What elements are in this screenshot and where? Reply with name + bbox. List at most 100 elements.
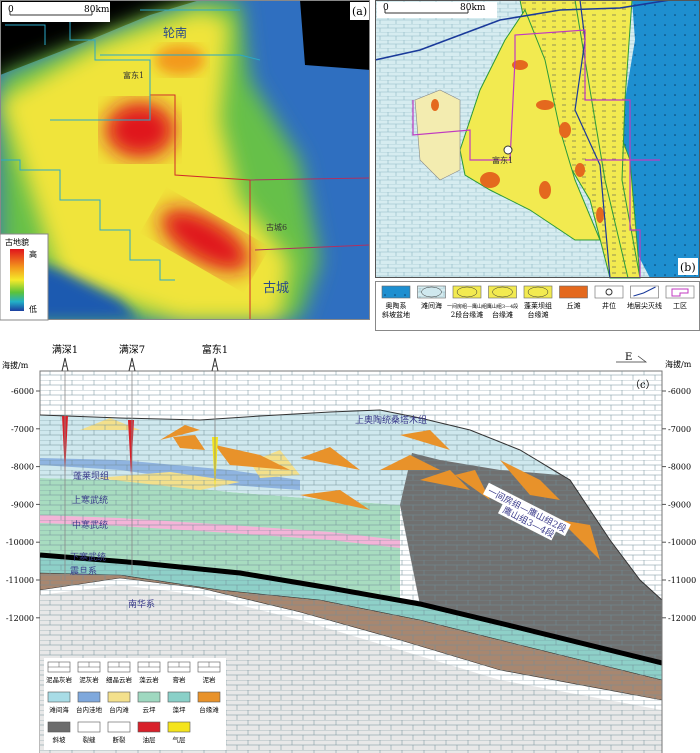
panel-a-frame [0,0,370,320]
lith-legend-item: 台内洼地 [76,691,103,714]
legend-high: 高 [29,249,37,259]
derrick-icon [128,357,136,372]
well-name: 满深1 [52,344,78,356]
mound-shoal-swatch [559,285,588,299]
legend-label: 丘滩 [567,301,581,310]
panel-b-facies-map [374,0,700,279]
tick-label-right: -8000 [668,463,691,472]
legend-label: 工区 [673,302,687,310]
lith-swatch [77,721,101,733]
lith-swatch [107,721,131,733]
unit-nanhua: 南华系 [128,598,155,610]
lith-label: 台内洼地 [76,705,103,714]
legend-label: 井位 [602,301,616,310]
legend-low: 低 [29,304,37,314]
tick-label-left: -8000 [11,463,34,472]
lith-label: 泥灰岩 [79,675,99,684]
scale-start-b: 0 [383,3,389,13]
legend-label: 奥陶系 [386,301,407,310]
lith-label: 泥岩 [203,675,217,684]
legend-label: 滩间海 [421,301,442,310]
legend-item-work-area-icon: 工区 [665,285,695,310]
panel-c-label: （c） [630,379,656,391]
scale-bar-a [2,2,110,22]
lith-label: 台缘滩 [199,705,219,714]
lith-label: 断裂 [113,735,127,744]
panel-a-paleogeomorphology-map [1,1,369,319]
lith-swatch [77,691,101,703]
place-gucheng: 古城 [263,281,289,296]
lith-legend-item: 藻坪 [167,691,191,714]
lith-label: 滩间海 [49,705,69,714]
lith-swatch [47,691,71,703]
tick-label-right: -11000 [668,576,696,585]
derrick-icon [61,357,69,372]
well-marker [503,145,513,155]
place-gucheng6: 古城6 [266,222,287,232]
lith-label: 泥晶灰岩 [46,675,73,684]
tick-label-left: -6000 [11,387,34,396]
lith-legend-item: 油层 [137,721,161,744]
scale-end-a: 80km [84,5,110,15]
lith-legend-item: 细晶云岩 [106,661,133,684]
scale-start-a: 0 [8,5,14,15]
lith-legend-item: 台内滩 [107,691,131,714]
direction-arrow-icon [616,355,648,363]
well-3: 富东1 [202,343,228,480]
lith-label: 斜坡 [53,735,67,744]
direction-label: E [625,352,632,363]
well-name: 满深7 [119,344,145,356]
legend-label: 地层尖灭线 [627,301,662,310]
legend-label: 蓬莱坝组 [524,301,552,310]
pinchout-line [374,0,671,61]
lith-legend-item: 泥晶灰岩 [46,661,73,684]
lith-swatch [47,721,71,733]
lith-label: 裂缝 [83,735,97,744]
derrick-icon [211,357,219,372]
tick-label-left: -9000 [11,500,34,509]
lith-legend-item: 藻云岩 [137,661,161,684]
well-label-fudong1: 富东1 [492,155,513,165]
unit-middle-cambrian: 中寒武统 [72,519,108,531]
color-ramp [10,249,24,311]
tick-label-left: -11000 [6,576,34,585]
panel-a-label: (a) [352,5,367,18]
unit-penglaiba: 蓬莱坝组 [73,470,109,482]
lith-label: 云坪 [143,706,157,714]
unit-lower-cambrian: 下寒武统 [70,551,106,563]
lith-label: 气层 [173,735,187,744]
lith-legend-item: 斜坡 [47,721,71,744]
lith-legend-item: 台缘滩 [197,691,221,714]
lith-swatch [167,721,191,733]
legend-label: 台缘滩 [528,310,549,319]
lith-swatch [197,691,221,703]
tick-label-right: -10000 [668,538,696,547]
lith-label: 藻坪 [173,705,187,714]
panel-b-label: (b) [680,261,696,274]
scale-end-b: 80km [460,3,486,13]
well-name: 富东1 [202,343,228,356]
legend-item-mound-shoal-swatch: 丘滩 [559,285,588,310]
tick-label-right: -7000 [668,425,691,434]
legend-label: 台缘滩 [492,310,513,319]
legend-label: 鹰山组3—4段 [487,303,518,310]
unit-sangtamu: 上奥陶统桑塔木组 [355,414,427,426]
legend-item-inter-shoal-sea-swatch: 滩间海 [417,285,446,310]
lith-legend-item: 断裂 [107,721,131,744]
lith-legend-item: 泥岩 [197,661,221,684]
unit-upper-cambrian: 上寒武统 [72,494,108,506]
lith-legend-item: 裂缝 [77,721,101,744]
legend-label: 一间房组—鹰山组 [447,303,487,310]
lith-swatch [137,721,161,733]
place-fudong1: 富东1 [123,70,144,80]
lith-legend-item: 云坪 [137,691,161,714]
tick-label-left: -12000 [6,614,34,623]
lith-label: 膏岩 [173,675,187,684]
lith-legend-item: 泥灰岩 [77,661,101,684]
tick-label-right: -9000 [668,500,691,509]
axis-title-right: 海拔/m [665,359,692,369]
